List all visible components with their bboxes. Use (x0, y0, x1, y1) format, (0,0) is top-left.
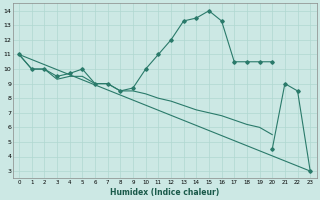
X-axis label: Humidex (Indice chaleur): Humidex (Indice chaleur) (110, 188, 219, 197)
